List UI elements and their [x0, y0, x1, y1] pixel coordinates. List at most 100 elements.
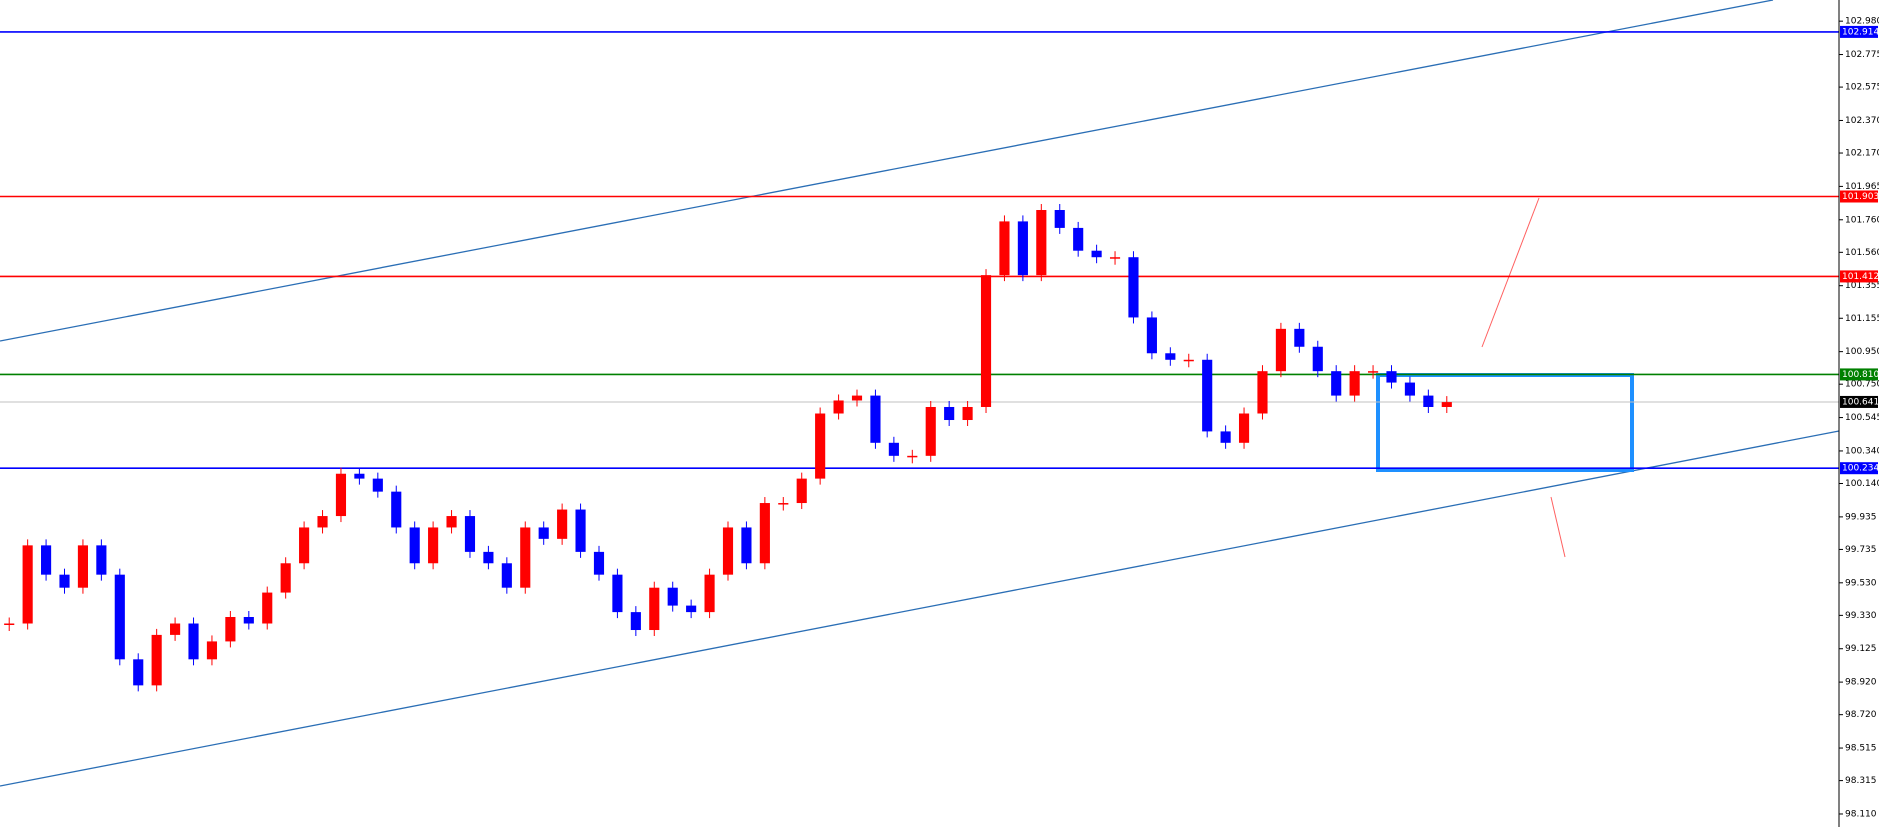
y-tick-label: 98.515 [1845, 744, 1877, 754]
candle-body [1183, 359, 1194, 362]
candle-body [778, 503, 789, 505]
y-tick-label: 98.720 [1845, 710, 1877, 720]
y-tick-label: 101.155 [1845, 314, 1879, 324]
level-labels: 102.914 101.903 101.412 100.810 100.641 100.2… [1840, 25, 1879, 475]
candle-body [759, 503, 770, 564]
candle-body [925, 406, 936, 456]
y-tick-label: 99.735 [1845, 545, 1877, 555]
y-tick-label: 99.125 [1845, 644, 1877, 654]
candle-body [354, 473, 365, 479]
candle-body [612, 574, 623, 613]
candle-body [815, 413, 826, 479]
candle-body [243, 616, 254, 624]
y-tick-label: 98.315 [1845, 776, 1877, 786]
level-label-box [1840, 395, 1878, 408]
lower-trend-line [0, 430, 1840, 787]
candle-body [1109, 257, 1121, 259]
candle-body [1091, 250, 1102, 258]
y-tick-label: 102.370 [1845, 116, 1879, 126]
candle-body [4, 623, 15, 626]
candle-body [1367, 371, 1379, 373]
candle-body [428, 527, 439, 564]
candle-body [593, 551, 605, 575]
candle-body [464, 516, 476, 552]
candle-body [833, 400, 844, 414]
candle-body [1165, 353, 1176, 360]
candle-body [796, 478, 807, 504]
candle-body [409, 527, 420, 564]
y-tick-label: 102.980 [1845, 17, 1879, 27]
candle-body [1404, 382, 1415, 396]
y-tick-label: 100.340 [1845, 446, 1879, 456]
candle-body [501, 563, 512, 588]
level-label-box [1840, 270, 1878, 283]
y-tick-label: 102.775 [1845, 50, 1879, 60]
candle-body [538, 527, 549, 539]
candle-body [962, 406, 973, 421]
candle-body [1220, 431, 1231, 443]
y-tick-label: 100.750 [1845, 380, 1879, 390]
candle-body [520, 527, 531, 588]
candle-body [483, 551, 494, 564]
y-tick-label: 98.920 [1845, 678, 1877, 688]
y-tick-label: 99.935 [1845, 512, 1877, 522]
candles [4, 204, 1452, 692]
y-tick-label: 101.560 [1845, 248, 1879, 258]
candle-body [446, 516, 457, 528]
levels [0, 31, 1839, 469]
candle-body [722, 527, 734, 575]
candle-body [870, 395, 881, 443]
candle-body [188, 623, 199, 660]
candle-body [372, 478, 383, 492]
upper-trend-line [0, 0, 1774, 342]
y-tick-label: 101.760 [1845, 215, 1879, 225]
candle-body [41, 545, 52, 575]
candle-body [1146, 317, 1157, 354]
level-label: 100.810 [1842, 370, 1879, 380]
y-tick-label: 99.330 [1845, 611, 1877, 621]
candle-body [686, 605, 697, 613]
candle-body [206, 641, 218, 660]
candle-body [907, 455, 918, 458]
candle-body [299, 527, 310, 564]
candle-body [1257, 371, 1268, 414]
candle-body [667, 587, 678, 606]
candle-body [944, 406, 955, 421]
level-label: 101.412 [1842, 272, 1879, 282]
candle-body [980, 275, 992, 407]
candle-body [1128, 257, 1139, 318]
candle-body [575, 509, 586, 552]
y-tick-label: 101.965 [1845, 182, 1879, 192]
candle-body [335, 473, 347, 517]
candle-body [1441, 402, 1452, 407]
candle-body [741, 527, 752, 564]
candle-body [999, 221, 1010, 276]
candle-body [704, 574, 715, 613]
candle-body [280, 563, 291, 593]
y-tick-label: 101.355 [1845, 281, 1879, 291]
candle-body [1331, 371, 1342, 396]
candle-body [1423, 395, 1434, 407]
y-tick-label: 100.950 [1845, 347, 1879, 357]
y-tick-label: 98.110 [1845, 809, 1877, 819]
candle-body [96, 545, 107, 575]
candle-body [1017, 221, 1028, 276]
candle-body [262, 592, 273, 624]
level-label: 100.234 [1842, 464, 1879, 474]
y-tick-label: 102.575 [1845, 83, 1879, 93]
level-label-box [1840, 368, 1878, 381]
candle-body [59, 574, 70, 588]
y-tick-label: 100.545 [1845, 413, 1879, 423]
projection-down [1550, 496, 1566, 558]
y-tick-label: 100.140 [1845, 479, 1879, 489]
candle-body [1036, 210, 1047, 276]
price-axis-labels: 102.980 102.775 102.575 102.370 102.170 101.9… [1839, 17, 1879, 819]
candle-body [557, 509, 568, 539]
candle-body [649, 587, 660, 631]
level-label: 100.641 [1842, 397, 1879, 407]
range-box [1376, 373, 1634, 472]
candle-body [133, 659, 144, 686]
candle-body [1202, 359, 1213, 432]
candle-body [225, 616, 236, 642]
